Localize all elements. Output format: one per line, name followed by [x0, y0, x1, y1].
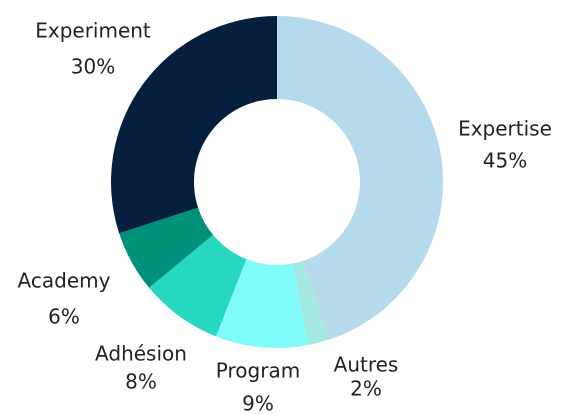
donut-slice [277, 16, 443, 340]
slice-label: Program [216, 359, 300, 383]
donut-slice [292, 260, 329, 346]
slice-value: 9% [242, 392, 274, 414]
donut-slice [110, 16, 277, 234]
slice-value: 6% [48, 305, 80, 329]
slice-label: Autres [334, 353, 399, 377]
slice-label: Adhésion [95, 342, 187, 366]
slice-value: 8% [125, 370, 157, 394]
slice-value: 45% [483, 149, 527, 173]
slice-label: Academy [18, 269, 111, 293]
slice-label: Expertise [458, 117, 552, 141]
donut-slice [149, 234, 247, 337]
donut-slice [215, 259, 309, 348]
slice-label: Experiment [35, 19, 151, 43]
slice-value: 2% [350, 377, 382, 401]
slice-value: 30% [71, 55, 115, 79]
donut-slice [119, 207, 214, 288]
